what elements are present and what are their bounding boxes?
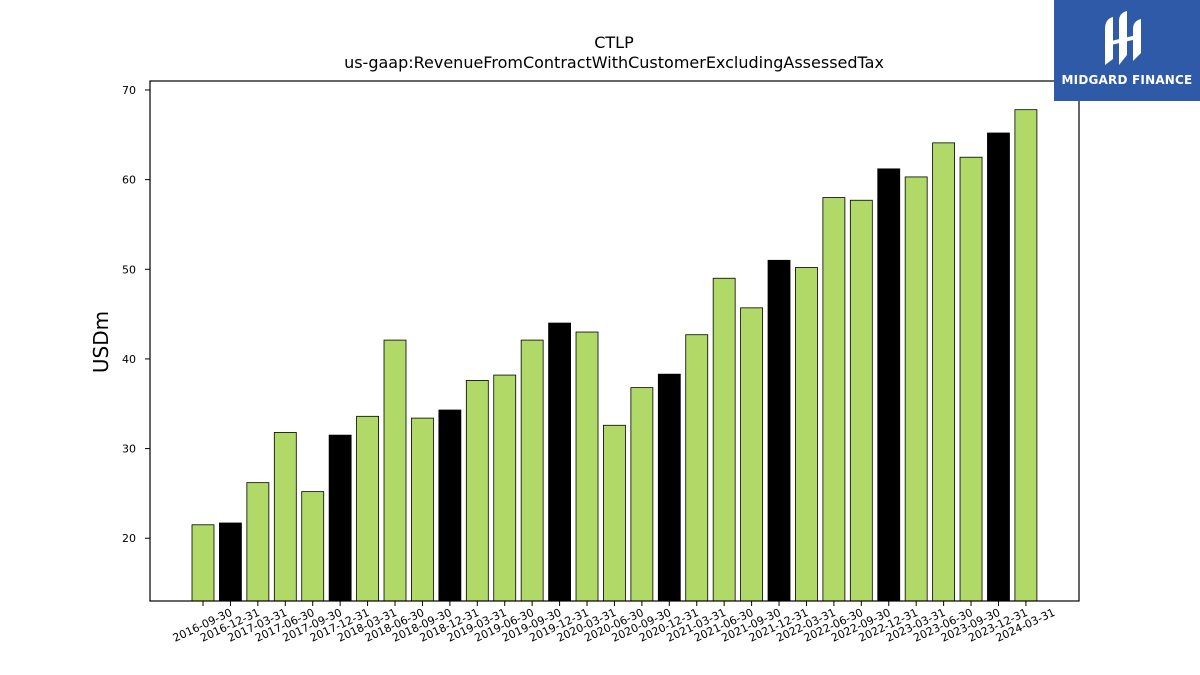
bar-2020-12-31	[657, 373, 681, 602]
y-axis-ticks: 20 30 40 50 60 70	[122, 84, 150, 545]
bar-2019-12-31	[548, 322, 571, 602]
bar-2019-06-30	[493, 374, 517, 602]
bar-2022-03-31	[795, 267, 818, 602]
bar-2021-09-30	[740, 307, 763, 602]
bar-2023-09-30	[959, 156, 983, 602]
bar-2021-12-31	[767, 259, 791, 602]
bar-2022-12-31	[877, 168, 901, 602]
bar-2020-06-30	[603, 424, 626, 602]
midgard-logo-icon	[1105, 11, 1141, 65]
midgard-finance-logo: MIDGARD FINANCE	[1054, 0, 1200, 101]
bar-2018-03-31	[356, 415, 379, 602]
bar-2022-06-30	[822, 197, 846, 602]
bar-2016-09-30	[191, 524, 215, 602]
bar-2018-09-30	[411, 417, 434, 602]
bar-2017-03-31	[246, 482, 270, 602]
bars-layer	[191, 109, 1038, 602]
bar-2020-03-31	[575, 331, 599, 602]
y-tick-label: 20	[122, 532, 136, 545]
bar-2021-03-31	[685, 334, 709, 602]
x-axis-ticks: 2016-09-302016-12-312017-03-312017-06-30…	[171, 601, 1057, 645]
bar-2017-12-31	[328, 434, 352, 602]
bar-2021-06-30	[712, 277, 736, 602]
bar-2022-09-30	[849, 199, 873, 602]
chart-title: CTLP	[594, 33, 634, 52]
bar-2018-12-31	[438, 409, 462, 602]
bar-2017-06-30	[273, 432, 297, 602]
bar-2019-09-30	[520, 339, 544, 602]
bar-2024-03-31	[1014, 109, 1038, 602]
brand-name: MIDGARD FINANCE	[1061, 73, 1193, 87]
bar-2023-06-30	[932, 142, 956, 602]
y-tick-label: 60	[122, 174, 136, 187]
bar-2018-06-30	[383, 339, 407, 602]
y-axis-label: USDm	[89, 311, 113, 373]
bar-2020-09-30	[630, 387, 654, 602]
y-tick-label: 50	[122, 263, 136, 276]
bar-2019-03-31	[465, 380, 489, 602]
y-tick-label: 70	[122, 84, 136, 97]
bar-2023-03-31	[904, 176, 928, 602]
y-tick-label: 30	[122, 443, 136, 456]
bar-2016-12-31	[219, 522, 242, 602]
chart-subtitle: us-gaap:RevenueFromContractWithCustomerE…	[344, 53, 884, 72]
plot-frame	[149, 80, 1080, 602]
bar-2023-12-31	[987, 132, 1010, 602]
y-tick-label: 40	[122, 353, 136, 366]
bar-2017-09-30	[301, 491, 325, 602]
